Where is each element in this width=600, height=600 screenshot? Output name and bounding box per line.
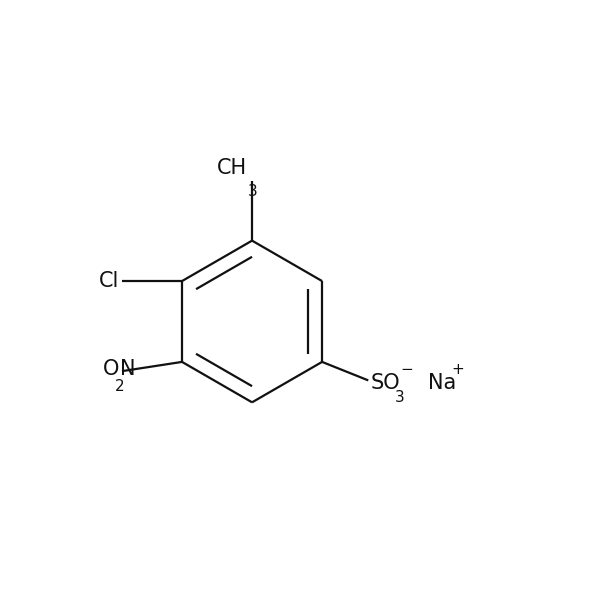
Text: O: O: [103, 359, 119, 379]
Text: 2: 2: [115, 379, 124, 394]
Text: SO: SO: [371, 373, 400, 392]
Text: +: +: [452, 362, 464, 377]
Text: CH: CH: [217, 158, 247, 178]
Text: Na: Na: [428, 373, 456, 392]
Text: 3: 3: [248, 184, 257, 199]
Text: −: −: [401, 362, 413, 377]
Text: 3: 3: [395, 389, 404, 404]
Text: N: N: [120, 359, 136, 379]
Text: Cl: Cl: [99, 271, 119, 291]
